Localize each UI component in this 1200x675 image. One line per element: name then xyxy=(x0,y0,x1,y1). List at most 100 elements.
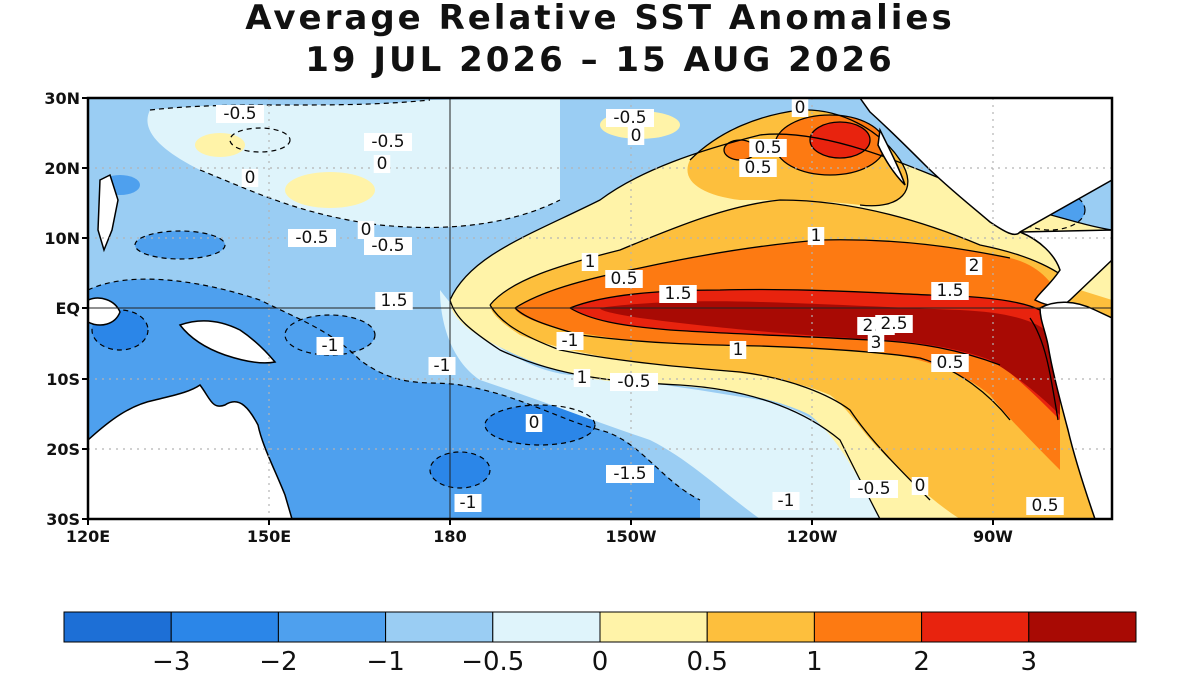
axis-ticks xyxy=(82,97,994,525)
map-period: 19 JUL 2026 – 15 AUG 2026 xyxy=(305,40,895,80)
contour-label: -0.5 xyxy=(223,104,256,124)
colorbar-tick-label: 1 xyxy=(806,647,823,675)
contour-label-bg xyxy=(573,369,591,387)
contour-label: 0 xyxy=(795,98,806,118)
colorbar-swatch xyxy=(385,611,494,643)
contour-label-bg xyxy=(605,270,643,288)
colorbar-swatch xyxy=(277,611,387,643)
contour-label-bg xyxy=(364,133,412,151)
contour-label-bg xyxy=(1026,497,1064,515)
contour-label-bg xyxy=(850,480,898,498)
lon-label-150e: 150E xyxy=(247,527,291,546)
contour-label-bg xyxy=(375,292,413,310)
contour-label-bg xyxy=(729,341,747,359)
contour-label: -1.5 xyxy=(613,464,646,484)
australia xyxy=(88,383,293,519)
weak-warm-blob-1 xyxy=(285,172,375,208)
baja-california xyxy=(877,127,906,186)
contour-label: -1 xyxy=(434,356,451,376)
colorbar-tick-label: −0.5 xyxy=(461,647,524,675)
contour-label: 1.5 xyxy=(380,291,407,311)
contour-label: 0 xyxy=(631,126,642,146)
contour-label: 0.5 xyxy=(754,138,781,158)
colorbar-swatch xyxy=(921,611,1030,643)
contour-label-bg xyxy=(454,494,482,512)
contour-label: 0.5 xyxy=(1031,496,1058,516)
contour-label-bg xyxy=(373,155,391,173)
contour-label-bg xyxy=(867,334,885,352)
contour-label-bg xyxy=(807,227,825,245)
colorbar-swatch xyxy=(63,611,172,643)
contour-label: -1 xyxy=(778,491,795,511)
colorbar-tick-label: 3 xyxy=(1021,647,1038,675)
contour-label-bg xyxy=(627,127,645,145)
contour-label-bg xyxy=(364,237,412,255)
colorbar-tick-label: −3 xyxy=(152,647,190,675)
colorbar-tick-label: −2 xyxy=(259,647,297,675)
longitude-labels: 120E 150E 180 150W 120W 90W xyxy=(66,527,1013,546)
lat-label-30s: 30S xyxy=(46,510,80,529)
contour-label: 0 xyxy=(361,220,372,240)
reference-lines xyxy=(88,98,1112,519)
zero-anomaly-region-south xyxy=(440,290,900,519)
contour-label: -0.5 xyxy=(613,108,646,128)
contour-label: 3 xyxy=(871,333,882,353)
colorbar-swatch xyxy=(492,611,601,643)
contour-label: -0.5 xyxy=(371,132,404,152)
contour-label-bg xyxy=(659,285,697,303)
contour-label: 1 xyxy=(585,252,596,272)
philippines xyxy=(97,173,119,253)
lat-label-30n: 30N xyxy=(44,89,80,108)
colorbar-tick-label: −1 xyxy=(366,647,404,675)
contour-label-bg xyxy=(316,337,344,355)
land xyxy=(88,98,1112,519)
northeast-hotspot xyxy=(810,122,870,158)
contour-label: 1 xyxy=(733,340,744,360)
contour-label: 0 xyxy=(377,154,388,174)
map-title: Average Relative SST Anomalies xyxy=(245,0,955,38)
contour-label: 2 xyxy=(969,256,980,276)
contour-label: -1 xyxy=(460,493,477,513)
lat-label-eq: EQ xyxy=(55,299,80,318)
colorbar-swatch xyxy=(599,611,708,643)
map-field: -0.5-0.50-0.500-0.5 0-0.5010.50.510.51.52… xyxy=(88,98,1112,519)
contour-label: 1.5 xyxy=(936,281,963,301)
contour-label: -0.5 xyxy=(617,372,650,392)
contour-label: 2.5 xyxy=(880,314,907,334)
lon-label-90w: 90W xyxy=(973,527,1013,546)
contour-label-bg xyxy=(931,282,969,300)
contour-label-bg xyxy=(965,257,983,275)
contour-label-bg xyxy=(525,414,543,432)
colorbar-tick-label: 0 xyxy=(592,647,609,675)
contour-label-bg xyxy=(791,99,809,117)
zero-anomaly-region xyxy=(147,98,560,228)
contour-label-bg xyxy=(428,357,456,375)
colorbar-swatch xyxy=(706,611,815,643)
contour-label-bg xyxy=(606,465,654,483)
lon-label-180: 180 xyxy=(433,527,466,546)
colorbar-swatch xyxy=(170,611,279,643)
contour-label-bg xyxy=(241,169,259,187)
south-america xyxy=(1039,301,1112,519)
colorbar-tick-label: 0.5 xyxy=(687,647,728,675)
contour-label: 0 xyxy=(915,476,926,496)
contour-label: 0 xyxy=(529,413,540,433)
contour-label: 0.5 xyxy=(610,269,637,289)
contour-label-bg xyxy=(875,315,913,333)
contour-label: 1 xyxy=(811,226,822,246)
weak-warm-blob-2 xyxy=(195,133,245,157)
contour-label: -1 xyxy=(322,336,339,356)
lon-label-120e: 120E xyxy=(66,527,110,546)
contour-label: 0.5 xyxy=(744,158,771,178)
negative-contour-lines xyxy=(88,99,1086,501)
mexico-coast xyxy=(859,98,1112,236)
contour-label-bg xyxy=(357,221,375,239)
latitude-labels: 30N 20N 10N EQ 10S 20S 30S xyxy=(44,89,80,529)
lat-label-20s: 20S xyxy=(46,440,80,459)
contour-label-bg xyxy=(931,354,969,372)
contour-label: -0.5 xyxy=(857,479,890,499)
contour-label-bg xyxy=(216,105,264,123)
lat-label-10n: 10N xyxy=(44,229,80,248)
contour-label: -0.5 xyxy=(371,236,404,256)
